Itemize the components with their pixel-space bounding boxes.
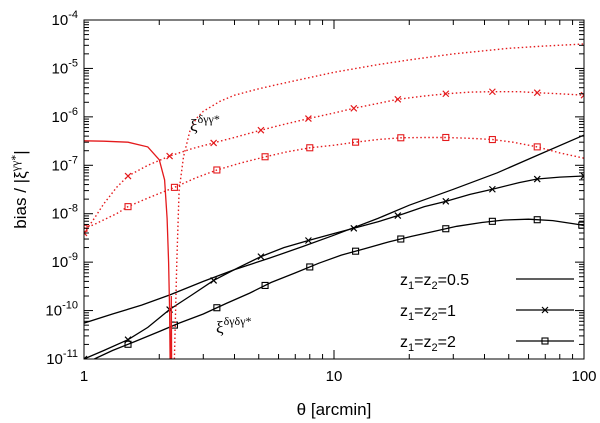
point	[394, 95, 402, 103]
point	[304, 237, 312, 244]
point	[533, 89, 541, 97]
y-tick-label: 10-9	[52, 251, 78, 271]
series-line-black-z0.5	[84, 134, 584, 324]
point	[442, 225, 450, 233]
x-axis-title: θ [arcmin]	[297, 400, 372, 419]
annotation-xi-dgdg: ξδγδγ*	[216, 314, 252, 337]
y-tick-label: 10-7	[52, 154, 78, 174]
point	[257, 126, 265, 134]
plot-frame	[83, 19, 585, 360]
point	[541, 337, 549, 345]
point	[210, 276, 218, 284]
point	[442, 90, 450, 98]
series-line-black-z1	[84, 175, 584, 359]
point	[442, 197, 450, 205]
point	[213, 304, 221, 312]
point	[488, 88, 496, 96]
series-line-red-solid-z0.5	[84, 140, 171, 359]
y-axis-title-sup: γγ*	[8, 155, 22, 173]
point	[306, 144, 314, 152]
point	[350, 224, 358, 232]
y-tick-label: 10-8	[52, 203, 78, 223]
legend-label: z1=z2=1	[400, 303, 456, 323]
point	[397, 235, 405, 243]
point	[261, 281, 269, 289]
ticks	[83, 19, 584, 360]
y-axis-title: bias / |ξγγ*|	[8, 150, 30, 228]
point	[124, 203, 132, 211]
point	[124, 336, 132, 344]
y-tick-label: 10-5	[52, 57, 78, 77]
y-tick-label: 10-4	[52, 9, 78, 29]
y-tick-label: 10-11	[46, 348, 78, 368]
point	[580, 172, 584, 180]
point	[394, 212, 402, 219]
point	[210, 139, 218, 147]
point	[488, 135, 496, 144]
point	[580, 91, 584, 99]
tick-labels: 1 10 100 10-11 10-10 10-9 10-8 10-7 10-6 10-5 10-4	[45, 9, 596, 385]
point	[541, 306, 549, 314]
y-tick-label: 10-6	[52, 106, 78, 126]
y-tick-label: 10-10	[45, 300, 78, 320]
y-axis-title-main: bias / |ξ	[11, 171, 30, 229]
point	[488, 185, 496, 193]
legend-label: z1=z2=0.5	[400, 272, 469, 292]
point	[533, 216, 541, 224]
point	[84, 355, 88, 359]
annotation-xi-dgg: ξδγγ*	[190, 112, 220, 135]
point	[350, 104, 358, 112]
curves	[84, 43, 584, 359]
point	[533, 143, 541, 151]
point	[306, 263, 314, 271]
point	[304, 115, 312, 123]
point	[397, 134, 405, 142]
y-axis-title-end: |	[11, 150, 30, 154]
point	[488, 217, 496, 225]
point	[533, 175, 541, 183]
point	[166, 152, 174, 160]
point	[257, 253, 265, 261]
point	[352, 138, 360, 146]
point	[442, 133, 450, 142]
x-tick-label: 100	[571, 368, 596, 385]
series-line-red-dotted-z0.5	[173, 43, 584, 359]
point	[124, 172, 132, 180]
series-line-red-dotted-z1	[84, 91, 584, 234]
point	[213, 166, 221, 174]
point	[352, 247, 360, 255]
series-line-red-solid-z0.5b	[170, 295, 173, 359]
point	[170, 183, 178, 191]
legend: z1=z2=0.5 z1=z2=1 z1=z2=2	[400, 272, 574, 354]
x-tick-label: 10	[326, 368, 343, 385]
point	[261, 153, 269, 161]
point	[124, 340, 132, 348]
x-tick-label: 1	[80, 368, 88, 385]
series-line-black-z2	[94, 218, 584, 359]
series-line-red-dotted-z2	[84, 136, 584, 229]
legend-label: z1=z2=2	[400, 334, 456, 354]
